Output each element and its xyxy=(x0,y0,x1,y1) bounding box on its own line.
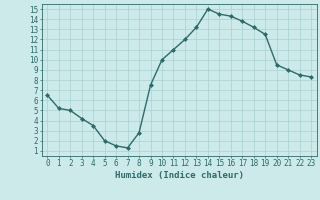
X-axis label: Humidex (Indice chaleur): Humidex (Indice chaleur) xyxy=(115,171,244,180)
